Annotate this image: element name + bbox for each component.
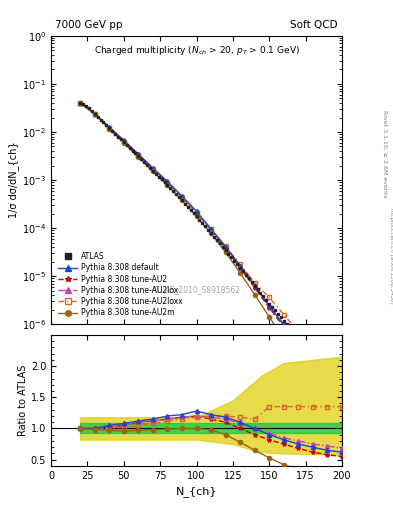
Text: mcplots.cern.ch [arXiv:1306.3436]: mcplots.cern.ch [arXiv:1306.3436]	[389, 208, 393, 304]
Legend: ATLAS, Pythia 8.308 default, Pythia 8.308 tune-AU2, Pythia 8.308 tune-AU2lox, Py: ATLAS, Pythia 8.308 default, Pythia 8.30…	[55, 249, 185, 321]
Text: Rivet 3.1.10, ≥ 2.6M events: Rivet 3.1.10, ≥ 2.6M events	[383, 110, 387, 197]
Text: Charged multiplicity ($N_{ch}$ > 20, $p_T$ > 0.1 GeV): Charged multiplicity ($N_{ch}$ > 20, $p_…	[94, 45, 299, 57]
X-axis label: N_{ch}: N_{ch}	[176, 486, 217, 497]
Text: Soft QCD: Soft QCD	[290, 20, 338, 31]
Y-axis label: 1/σ dσ/dN_{ch}: 1/σ dσ/dN_{ch}	[8, 142, 19, 219]
Text: 7000 GeV pp: 7000 GeV pp	[55, 20, 123, 31]
Text: ATLAS_2010_S8918562: ATLAS_2010_S8918562	[152, 285, 241, 294]
Y-axis label: Ratio to ATLAS: Ratio to ATLAS	[18, 365, 28, 436]
